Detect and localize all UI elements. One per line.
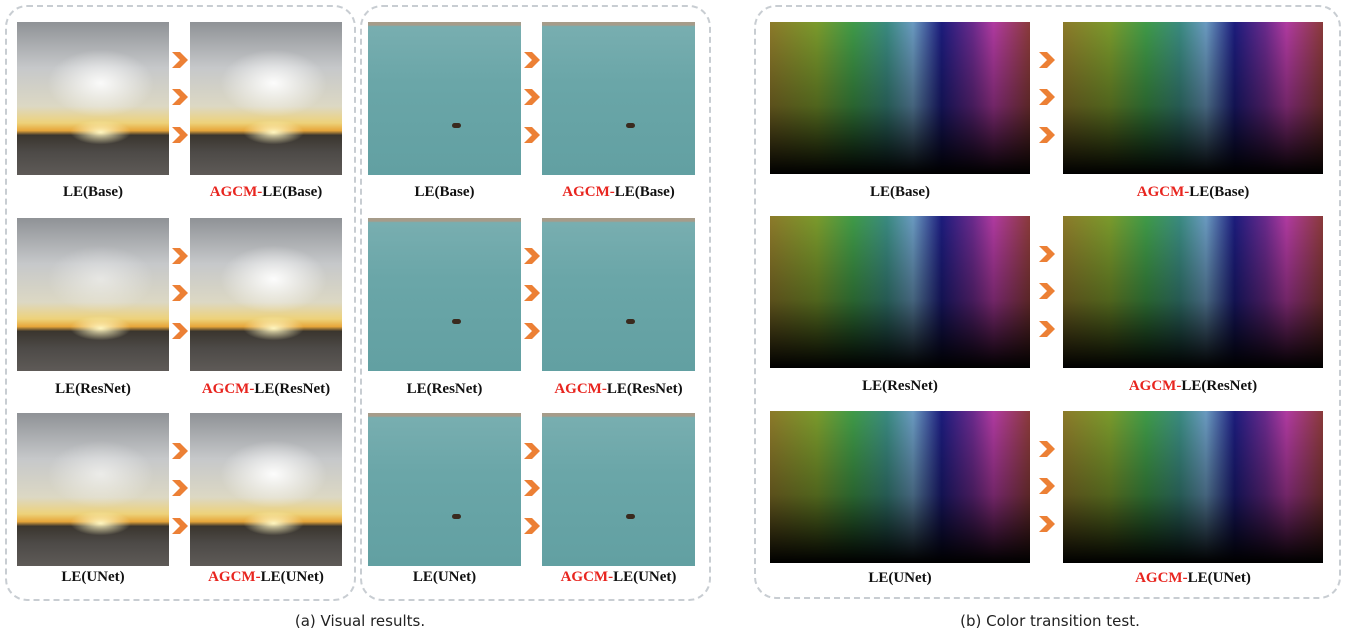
boat-mark [626, 122, 636, 128]
image-label: LE(ResNet) [862, 378, 938, 394]
label-text: LE(UNet) [613, 569, 677, 585]
boat-mark [452, 122, 462, 128]
image [368, 218, 521, 371]
image-label: LE(UNet) [868, 570, 932, 586]
label-text: LE(Base) [614, 184, 675, 200]
caption: (a) Visual results. [294, 612, 426, 630]
arrow [523, 480, 540, 496]
panel-frame [754, 5, 1341, 599]
image [770, 216, 1030, 368]
label-text: LE(ResNet) [254, 381, 331, 397]
image-label: AGCM-LE(Base) [531, 184, 706, 201]
image [1063, 411, 1323, 563]
boat-mark [452, 513, 462, 519]
method-highlight: AGCM- [1136, 184, 1190, 200]
method-highlight: AGCM- [208, 569, 261, 585]
method-highlight: AGCM- [554, 381, 607, 397]
label-text: LE(Base) [1189, 184, 1250, 200]
image [368, 22, 521, 175]
image-label: AGCM-LE(UNet) [531, 569, 706, 586]
arrow [523, 89, 540, 105]
arrow [1038, 52, 1055, 68]
caption: (b) Color transition test. [960, 612, 1140, 630]
image [542, 22, 695, 175]
boat-mark [626, 513, 636, 519]
arrow [1038, 516, 1055, 532]
image [542, 413, 695, 566]
image-label: LE(ResNet) [406, 381, 483, 397]
image [17, 218, 169, 371]
arrow [1038, 246, 1055, 262]
method-highlight: AGCM- [209, 184, 263, 200]
label-text: LE(UNet) [1187, 570, 1251, 586]
image [1063, 22, 1323, 174]
label-text: LE(Base) [262, 184, 323, 200]
image-label: AGCM-LE(Base) [1053, 184, 1333, 201]
image-label: LE(UNet) [412, 569, 477, 585]
label-text: LE(ResNet) [606, 381, 683, 397]
arrow [1038, 441, 1055, 457]
arrow [171, 52, 188, 68]
image-label: AGCM-LE(Base) [179, 184, 354, 201]
arrow [171, 518, 188, 534]
image-label: LE(Base) [870, 184, 930, 200]
arrow [523, 518, 540, 534]
image [190, 218, 342, 371]
arrow [171, 285, 188, 301]
arrow [1038, 478, 1055, 494]
method-highlight: AGCM- [562, 184, 615, 200]
image-label: AGCM-LE(ResNet) [1053, 378, 1333, 395]
arrow [171, 89, 188, 105]
image [542, 218, 695, 371]
image [770, 411, 1030, 563]
image-label: LE(UNet) [61, 569, 125, 585]
arrow [523, 443, 540, 459]
label-text: LE(UNet) [260, 569, 324, 585]
method-highlight: AGCM- [1128, 378, 1182, 394]
panel-frame [5, 5, 356, 601]
arrow [1038, 89, 1055, 105]
arrow [171, 248, 188, 264]
label-text: LE(ResNet) [1181, 378, 1258, 394]
arrow [171, 480, 188, 496]
image-label: AGCM-LE(ResNet) [531, 381, 706, 398]
method-highlight: AGCM- [1135, 570, 1188, 586]
boat-mark [626, 318, 636, 324]
image [190, 413, 342, 566]
arrow [523, 285, 540, 301]
image [17, 413, 169, 566]
boat-mark [452, 318, 462, 324]
arrow [1038, 283, 1055, 299]
arrow [523, 127, 540, 143]
image [1063, 216, 1323, 368]
panel-frame [360, 5, 711, 601]
image-label: LE(Base) [414, 184, 475, 200]
image-label: AGCM-LE(UNet) [179, 569, 354, 586]
image [190, 22, 342, 175]
image [770, 22, 1030, 174]
arrow [523, 248, 540, 264]
image-label: AGCM-LE(ResNet) [179, 381, 354, 398]
image-label: AGCM-LE(UNet) [1053, 570, 1333, 587]
arrow [171, 323, 188, 339]
image [368, 413, 521, 566]
arrow [171, 443, 188, 459]
arrow [1038, 127, 1055, 143]
arrow [171, 127, 188, 143]
arrow [523, 52, 540, 68]
arrow [1038, 321, 1055, 337]
image [17, 22, 169, 175]
image-label: LE(ResNet) [55, 381, 131, 397]
method-highlight: AGCM- [560, 569, 614, 585]
arrow [523, 323, 540, 339]
method-highlight: AGCM- [201, 381, 255, 397]
image-label: LE(Base) [63, 184, 123, 200]
